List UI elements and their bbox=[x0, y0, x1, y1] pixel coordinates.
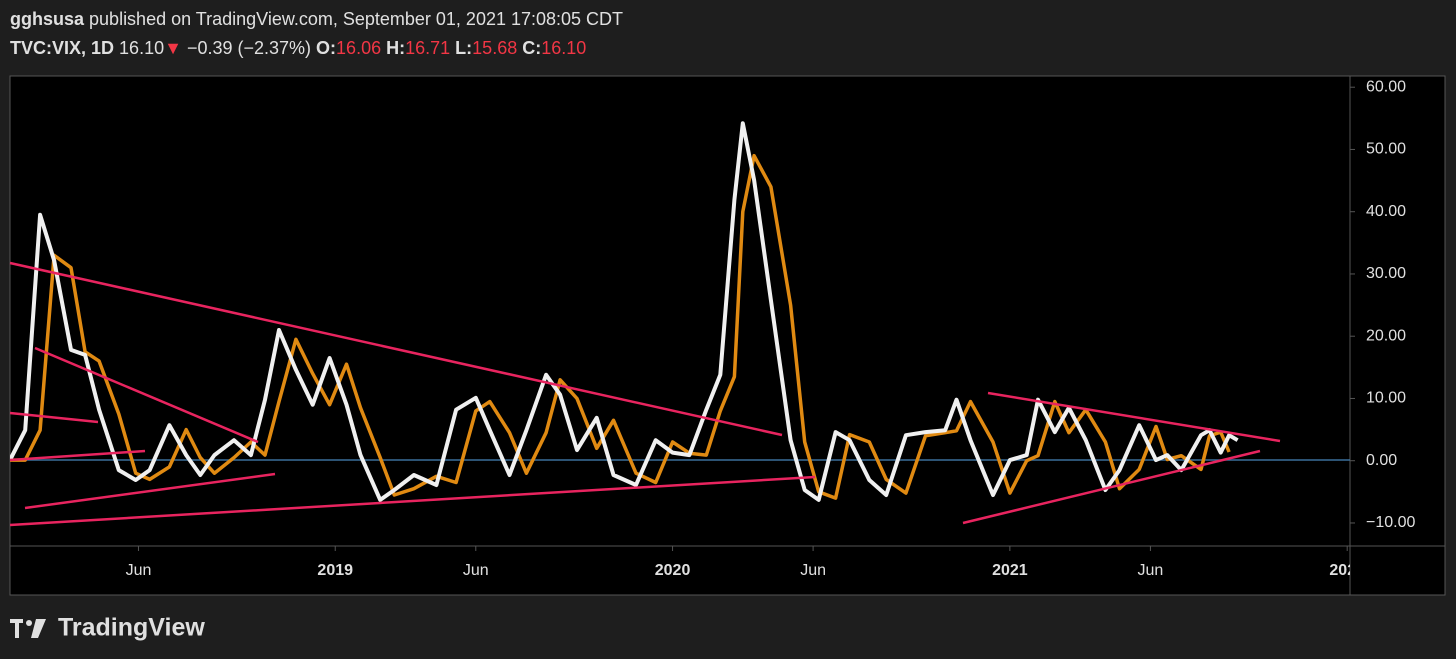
x-tick-label: 2019 bbox=[317, 562, 353, 579]
open: 16.06 bbox=[336, 38, 382, 58]
chart-frame bbox=[9, 75, 1446, 596]
l-label: L: bbox=[455, 38, 473, 58]
y-tick-label: 50.00 bbox=[1366, 141, 1406, 158]
published: published on TradingView.com, September … bbox=[89, 9, 624, 29]
trend-line bbox=[9, 475, 816, 527]
y-tick-label: 10.00 bbox=[1366, 390, 1406, 407]
x-tick-label: 2022 bbox=[1329, 562, 1365, 579]
h-label: H: bbox=[386, 38, 406, 58]
trend-line bbox=[9, 449, 146, 462]
x-tick-label: 2020 bbox=[655, 562, 691, 579]
header-line-2: TVC:VIX, 1D 16.10▼ −0.39 (−2.37%) O:16.0… bbox=[10, 38, 586, 59]
y-tick-label: 40.00 bbox=[1366, 203, 1406, 220]
change: −0.39 (−2.37%) bbox=[186, 38, 312, 58]
logo: TradingView bbox=[10, 614, 205, 642]
logo-shape bbox=[31, 619, 46, 638]
y-tick-label: −10.00 bbox=[1366, 514, 1415, 531]
trend-line bbox=[962, 449, 1261, 525]
header-line-1: gghsusa published on TradingView.com, Se… bbox=[10, 9, 623, 30]
logo-shape bbox=[26, 620, 32, 626]
trend-line bbox=[987, 391, 1281, 443]
series-line bbox=[10, 121, 1239, 502]
logo-shape bbox=[15, 619, 19, 638]
plot bbox=[10, 121, 1350, 502]
x-axis: Jun 2019 Jun 2020 Jun 2021 Jun 2022 bbox=[126, 546, 1365, 579]
trend-lines bbox=[9, 261, 1281, 527]
author: gghsusa bbox=[10, 9, 85, 29]
x-tick-label: 2021 bbox=[992, 562, 1028, 579]
high: 16.71 bbox=[405, 38, 451, 58]
o-label: O: bbox=[316, 38, 337, 58]
trend-line bbox=[34, 346, 259, 444]
x-tick-label: Jun bbox=[463, 562, 489, 579]
brand: TradingView bbox=[58, 614, 205, 642]
x-tick-label: Jun bbox=[1138, 562, 1164, 579]
y-tick-label: 60.00 bbox=[1366, 78, 1406, 95]
close: 16.10 bbox=[541, 38, 587, 58]
last-price: 16.10 bbox=[119, 38, 165, 58]
y-tick-label: 0.00 bbox=[1366, 452, 1397, 469]
y-tick-label: 30.00 bbox=[1366, 265, 1406, 282]
trend-line bbox=[9, 261, 783, 437]
arrow: ▼ bbox=[164, 38, 182, 58]
x-tick-label: Jun bbox=[126, 562, 152, 579]
c-label: C: bbox=[522, 38, 542, 58]
low: 15.68 bbox=[472, 38, 518, 58]
trend-line bbox=[24, 472, 276, 510]
trend-line bbox=[9, 411, 99, 424]
y-tick-label: 20.00 bbox=[1366, 327, 1406, 344]
x-tick-label: Jun bbox=[800, 562, 826, 579]
symbol: TVC:VIX, 1D bbox=[10, 38, 115, 58]
